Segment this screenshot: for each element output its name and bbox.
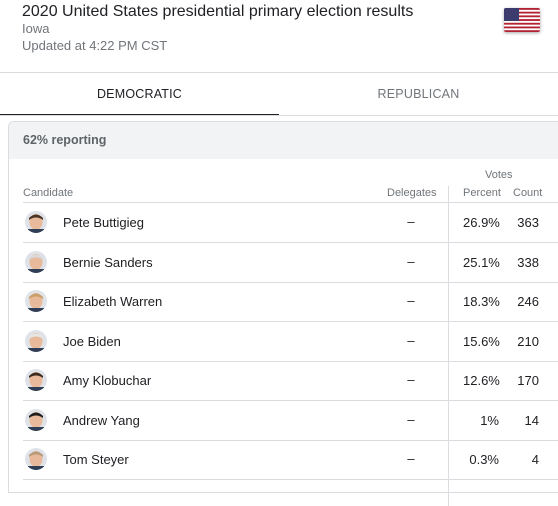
candidate-header: Candidate [23,187,74,199]
candidate-delegates: – [407,372,415,387]
candidate-count: 170 [517,373,539,388]
candidate-percent: 25.1% [463,254,500,270]
state-name: Iowa [22,21,50,36]
party-tabs: DEMOCRATIC REPUBLICAN [0,72,558,116]
delegates-header: Delegates [387,187,437,199]
candidate-avatar [25,211,47,233]
candidate-percent: 26.9% [463,215,500,230]
candidate-delegates: – [407,451,415,466]
percent-header: Percent [463,187,501,199]
candidate-avatar [25,329,47,352]
results-card: 62% reporting Votes Candidate Delegates … [8,121,558,506]
page-title: 2020 United States presidential primary … [22,3,414,20]
candidate-delegates: – [407,332,415,348]
tabs-divider [0,115,558,116]
candidate-avatar [25,290,47,312]
candidate-delegates: – [407,253,415,269]
candidate-avatar [25,408,47,431]
candidate-name: Joe Biden [63,333,121,349]
tab-democratic[interactable]: DEMOCRATIC [96,87,183,101]
candidate-count: 210 [517,333,539,349]
candidate-percent: 18.3% [463,294,500,309]
candidate-row-steyer: Tom Steyer – 0.3% 4 [23,440,558,480]
candidate-name: Bernie Sanders [63,254,153,270]
header-divider [23,202,558,203]
candidate-count: 14 [524,412,539,428]
candidate-name: Pete Buttigieg [63,215,144,230]
candidate-delegates: – [407,293,415,308]
updated-time: Updated at 4:22 PM CST [22,38,168,53]
results-header: 2020 United States presidential primary … [0,0,558,72]
tab-republican[interactable]: REPUBLICAN [377,87,460,101]
votes-header: Votes [485,169,513,181]
candidate-percent: 1% [480,412,499,428]
candidate-count: 246 [517,294,539,309]
candidate-row-biden: Joe Biden – 15.6% 210 [23,322,558,362]
candidate-delegates: – [407,214,415,229]
candidate-row-sanders: Bernie Sanders – 25.1% 338 [23,243,558,283]
candidate-row-warren: Elizabeth Warren – 18.3% 246 [23,282,558,322]
candidate-name: Amy Klobuchar [63,373,152,388]
reporting-status: 62% reporting [23,133,107,147]
candidate-avatar [25,369,47,391]
candidate-name: Elizabeth Warren [63,294,163,309]
candidate-count: 363 [517,215,539,230]
count-header: Count [513,187,543,199]
candidate-count: 338 [517,254,539,270]
reporting-bar: 62% reporting [9,122,558,159]
candidate-row-yang: Andrew Yang – 1% 14 [23,401,558,441]
candidate-percent: 15.6% [463,333,500,349]
candidate-avatar [25,250,47,273]
candidate-count: 4 [531,452,539,467]
candidate-avatar [25,448,47,470]
candidate-percent: 0.3% [469,452,499,467]
us-flag-icon [504,8,540,32]
candidate-name: Andrew Yang [63,412,140,428]
candidate-delegates: – [407,411,415,427]
candidate-name: Tom Steyer [63,452,129,467]
candidate-row-klobuchar: Amy Klobuchar – 12.6% 170 [23,361,558,401]
candidate-percent: 12.6% [463,373,500,388]
candidate-row-buttigieg: Pete Buttigieg – 26.9% 363 [23,203,558,243]
votes-column-divider [448,186,449,506]
